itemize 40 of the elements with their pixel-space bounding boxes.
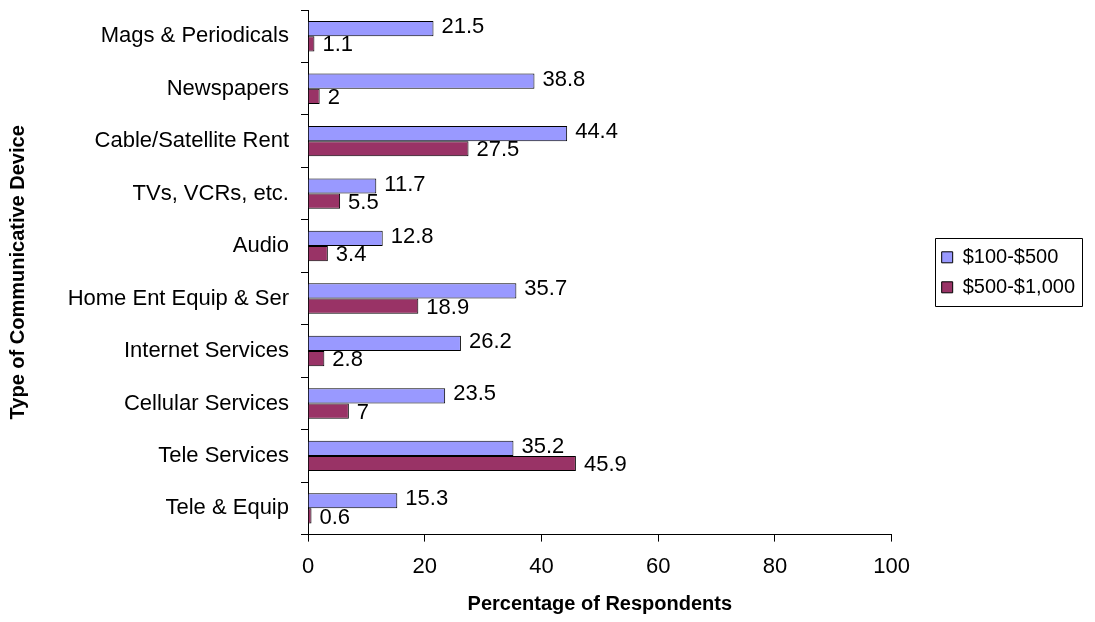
data-label: 11.7 — [384, 170, 426, 196]
data-label: 18.9 — [426, 293, 470, 319]
data-label: 26.2 — [468, 327, 512, 353]
data-label: 7 — [356, 398, 370, 424]
data-label: 21.5 — [441, 13, 485, 39]
y-tick-label: Cable/Satellite Rent — [94, 127, 289, 153]
y-tick-label: Home Ent Equip & Ser — [67, 284, 289, 310]
data-label: 15.3 — [405, 485, 449, 511]
data-label: 2 — [327, 83, 340, 109]
y-tick-label: Cellular Services — [123, 389, 289, 415]
data-label: 35.7 — [524, 275, 568, 301]
y-axis-title: Type of Communicative Device — [5, 125, 28, 420]
legend-label: $100-$500 — [962, 244, 1059, 267]
y-tick-label: Audio — [232, 232, 289, 258]
data-label: 35.2 — [521, 432, 565, 458]
data-label: 5.5 — [348, 188, 379, 214]
data-label: 45.9 — [583, 451, 627, 477]
data-label: 12.8 — [390, 223, 434, 249]
x-tick-label: 0 — [301, 552, 315, 578]
data-label: 27.5 — [476, 136, 520, 162]
data-label: 44.4 — [575, 118, 618, 144]
x-tick-label: 20 — [412, 552, 437, 578]
data-label: 0.6 — [319, 503, 351, 529]
data-label: 2.8 — [332, 346, 363, 372]
y-tick-label: Mags & Periodicals — [100, 22, 289, 48]
x-tick-label: 100 — [873, 552, 911, 578]
y-tick-label: Tele & Equip — [165, 494, 289, 520]
data-label: 23.5 — [453, 380, 496, 406]
x-tick-label: 80 — [762, 552, 788, 578]
x-tick-label: 40 — [529, 552, 554, 578]
y-tick-label: Newspapers — [166, 74, 289, 100]
data-label: 3.4 — [335, 241, 367, 267]
x-tick-label: 60 — [645, 552, 671, 578]
data-label: 1.1 — [322, 31, 354, 57]
y-tick-label: Tele Services — [158, 441, 289, 467]
y-tick-label: Internet Services — [123, 337, 289, 363]
data-label: 38.8 — [542, 65, 586, 91]
x-axis-title: Percentage of Respondents — [467, 591, 733, 614]
y-tick-label: TVs, VCRs, etc. — [132, 179, 289, 205]
legend-label: $500-$1,000 — [962, 274, 1075, 297]
